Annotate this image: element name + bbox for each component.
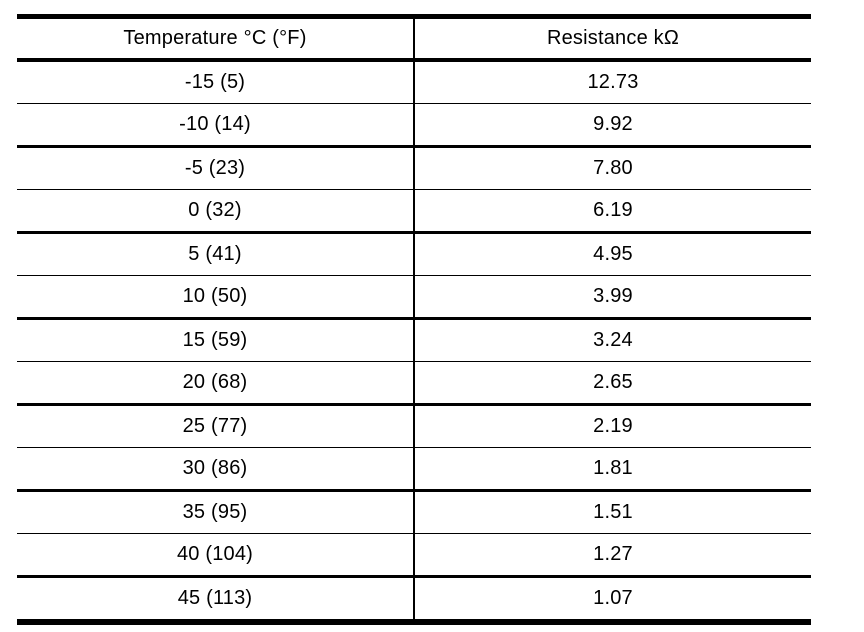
resistance-cell: 4.95 — [414, 232, 811, 276]
resistance-cell: 1.81 — [414, 447, 811, 492]
table-header: Temperature °C (°F) Resistance kΩ — [17, 16, 811, 62]
table-row: 15 (59) 3.24 — [17, 318, 811, 362]
resistance-cell: 12.73 — [414, 60, 811, 104]
header-row: Temperature °C (°F) Resistance kΩ — [17, 16, 811, 62]
resistance-cell: 1.27 — [414, 533, 811, 578]
temperature-cell: 30 (86) — [17, 447, 415, 492]
temperature-cell: 40 (104) — [17, 533, 415, 578]
temperature-cell: 25 (77) — [17, 404, 415, 448]
resistance-cell: 7.80 — [414, 146, 811, 190]
temperature-cell: 35 (95) — [17, 490, 415, 534]
temperature-cell: 45 (113) — [17, 576, 415, 622]
table-body: -15 (5) 12.73 -10 (14) 9.92 -5 (23) 7.80… — [17, 60, 811, 622]
table-row: 35 (95) 1.51 — [17, 490, 811, 534]
table-row: 10 (50) 3.99 — [17, 275, 811, 320]
table-row: 40 (104) 1.27 — [17, 533, 811, 578]
table-row: 20 (68) 2.65 — [17, 361, 811, 406]
temperature-cell: 20 (68) — [17, 361, 415, 406]
table-row: 0 (32) 6.19 — [17, 189, 811, 234]
temperature-cell: -5 (23) — [17, 146, 415, 190]
resistance-cell: 9.92 — [414, 103, 811, 148]
table-row: 5 (41) 4.95 — [17, 232, 811, 276]
temperature-cell: 10 (50) — [17, 275, 415, 320]
temperature-cell: 5 (41) — [17, 232, 415, 276]
table-row: 30 (86) 1.81 — [17, 447, 811, 492]
resistance-cell: 2.19 — [414, 404, 811, 448]
temperature-column-header: Temperature °C (°F) — [17, 16, 415, 62]
resistance-cell: 2.65 — [414, 361, 811, 406]
table-row: 25 (77) 2.19 — [17, 404, 811, 448]
table-row: 45 (113) 1.07 — [17, 576, 811, 622]
temperature-cell: -15 (5) — [17, 60, 415, 104]
temperature-resistance-table: Temperature °C (°F) Resistance kΩ -15 (5… — [17, 14, 811, 625]
temperature-cell: 15 (59) — [17, 318, 415, 362]
resistance-table-container: Temperature °C (°F) Resistance kΩ -15 (5… — [17, 14, 811, 625]
resistance-cell: 3.24 — [414, 318, 811, 362]
resistance-cell: 6.19 — [414, 189, 811, 234]
table-row: -5 (23) 7.80 — [17, 146, 811, 190]
temperature-cell: -10 (14) — [17, 103, 415, 148]
resistance-cell: 1.51 — [414, 490, 811, 534]
table-row: -15 (5) 12.73 — [17, 60, 811, 104]
resistance-cell: 1.07 — [414, 576, 811, 622]
temperature-cell: 0 (32) — [17, 189, 415, 234]
table-row: -10 (14) 9.92 — [17, 103, 811, 148]
resistance-cell: 3.99 — [414, 275, 811, 320]
resistance-column-header: Resistance kΩ — [414, 16, 811, 62]
